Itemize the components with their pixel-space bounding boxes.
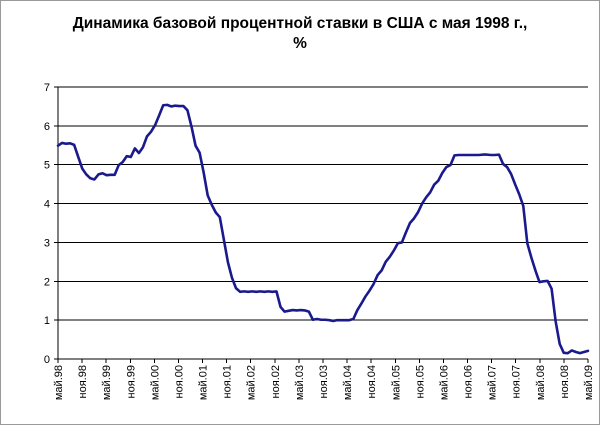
x-tick-label: ноя.02: [270, 365, 282, 398]
x-tick-label: ноя.05: [414, 365, 426, 398]
x-tick-label: ноя.04: [366, 365, 378, 398]
y-axis-labels: 0 1 2 3 4 5 6 7: [44, 82, 50, 366]
x-tick-label: ноя.98: [77, 365, 89, 398]
y-tick-label: 2: [44, 276, 50, 288]
x-tick-label: май.01: [198, 365, 210, 400]
chart-title-line-1: Динамика базовой процентной ставки в США…: [72, 15, 528, 32]
x-tick-label: ноя.07: [511, 365, 523, 398]
x-tick-label: ноя.08: [559, 365, 571, 398]
x-tick-label: май.06: [438, 365, 450, 400]
y-tick-label: 0: [44, 354, 50, 366]
x-tick-label: ноя.99: [125, 365, 137, 398]
x-tick-label: май.03: [294, 365, 306, 400]
x-tick-label: ноя.01: [222, 365, 234, 398]
x-tick-label: ноя.06: [463, 365, 475, 398]
axes: [54, 86, 589, 363]
x-tick-label: май.05: [390, 365, 402, 400]
x-axis-labels: май.98 ноя.98 май.99 ноя.99 май.00 ноя.00 май.…: [53, 365, 595, 400]
x-tick-label: май.99: [101, 365, 113, 400]
y-tick-label: 3: [44, 237, 50, 249]
x-tick-label: май.09: [583, 365, 595, 400]
gridlines: [58, 86, 588, 321]
chart-title-line-2: %: [293, 35, 307, 52]
y-tick-label: 4: [44, 199, 50, 211]
x-tick-label: май.00: [149, 365, 161, 400]
x-tick-label: ноя.00: [173, 365, 185, 398]
y-tick-label: 5: [44, 160, 50, 172]
y-tick-label: 6: [44, 121, 50, 133]
x-tick-label: май.02: [246, 365, 258, 400]
y-tick-label: 1: [44, 315, 50, 327]
y-tick-label: 7: [44, 82, 50, 94]
x-tick-label: май.98: [53, 365, 65, 400]
x-tick-label: май.04: [342, 365, 354, 400]
x-tick-label: май.07: [487, 365, 499, 400]
x-tick-label: ноя.03: [318, 365, 330, 398]
series-line-0: [56, 103, 590, 355]
series-group: [56, 103, 590, 355]
chart-title: Динамика базовой процентной ставки в США…: [0, 14, 600, 54]
x-tick-label: май.08: [535, 365, 547, 400]
